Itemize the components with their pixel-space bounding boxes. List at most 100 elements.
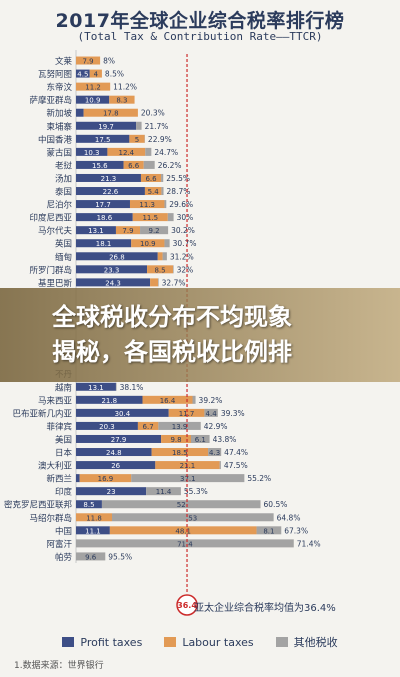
total-label: 30.2% — [171, 226, 195, 235]
bar-segment — [76, 434, 162, 443]
bar-segment — [76, 226, 116, 235]
category-label: 阿富汗 — [46, 539, 72, 550]
segment-label: 9.2 — [149, 227, 160, 235]
bar-segment — [76, 461, 156, 470]
average-value: 36.4 — [177, 601, 197, 610]
bar-segment — [140, 173, 162, 182]
bar-segment — [76, 513, 112, 522]
bar-segment — [76, 474, 80, 483]
category-label: 马绍尔群岛 — [29, 513, 72, 524]
segment-label: 48.1 — [175, 527, 191, 535]
bar-segment — [172, 265, 174, 274]
segment-label: 12.4 — [119, 149, 135, 157]
bar-segment — [161, 187, 164, 196]
bar-segment — [158, 278, 159, 287]
data-source: 1.数据来源：世界银行 — [14, 661, 104, 671]
category-label: 中国 — [55, 526, 72, 537]
total-label: 30% — [177, 213, 194, 222]
segment-label: 26 — [111, 462, 120, 470]
bar-segment — [161, 173, 164, 182]
bar-segment — [192, 395, 196, 404]
segment-label: 5 — [135, 136, 139, 144]
segment-label: 4.4 — [206, 410, 218, 418]
segment-label: 5.4 — [148, 188, 160, 196]
segment-label: 8.5 — [83, 501, 94, 509]
total-label: 42.9% — [204, 422, 228, 431]
category-label: 所罗门群岛 — [29, 265, 72, 276]
category-label: 帕劳 — [55, 552, 72, 563]
total-label: 39.2% — [199, 396, 223, 405]
average-annotation: 亚太企业综合税率均值为36.4% — [194, 603, 336, 614]
category-label: 中国香港 — [38, 134, 73, 145]
category-label: 汤加 — [55, 173, 72, 184]
bar-segment — [76, 526, 110, 535]
category-label: 蒙古国 — [46, 147, 72, 158]
legend-labour: Labour taxes — [164, 634, 254, 650]
article-headline-banner — [0, 288, 400, 382]
bar-segment — [115, 382, 117, 391]
total-label: 31.2% — [170, 252, 194, 261]
bar-segment — [76, 408, 169, 417]
bar-segment — [76, 552, 106, 561]
bar-segment — [109, 95, 135, 104]
category-label: 马尔代夫 — [38, 226, 73, 237]
chart-title: 2017年全球企业综合税率排行榜 — [55, 10, 345, 32]
segment-label: 10.3 — [84, 149, 100, 157]
bar-segment — [164, 200, 167, 209]
segment-label: 6.6 — [128, 162, 140, 170]
segment-label: 6.1 — [195, 436, 206, 444]
bar-segment — [131, 474, 245, 483]
bar-segment — [157, 252, 163, 261]
category-label: 巴布亚新几内亚 — [12, 408, 72, 419]
category-label: 尼泊尔 — [46, 200, 72, 211]
bar-segment — [150, 278, 159, 287]
segment-label: 7.9 — [122, 227, 133, 235]
segment-label: 18.1 — [96, 240, 112, 248]
segment-label: 9.8 — [170, 436, 181, 444]
legend-profit: Profit taxes — [62, 634, 142, 650]
segment-label: 23.3 — [104, 266, 120, 274]
bar-segment — [76, 147, 108, 156]
segment-label: 11.7 — [179, 410, 195, 418]
headline-line-2: 揭秘，各国税收比例排 — [52, 338, 292, 366]
bar-segment — [76, 421, 138, 430]
bar-segment — [76, 278, 151, 287]
segment-label: 7.9 — [82, 58, 93, 66]
bar-segment — [76, 239, 132, 248]
bar-segment — [144, 187, 162, 196]
bar-segment — [146, 487, 181, 496]
segment-label: 15.6 — [92, 162, 108, 170]
segment-label: 8.1 — [263, 527, 274, 535]
segment-label: 11.8 — [86, 514, 102, 522]
bar-segment — [76, 134, 130, 143]
segment-label: 8.5 — [154, 266, 165, 274]
total-label: 47.5% — [224, 461, 248, 470]
segment-label: 21.8 — [101, 397, 117, 405]
segment-label: 24.8 — [106, 449, 122, 457]
total-label: 32% — [177, 265, 194, 274]
segment-label: 11.1 — [85, 527, 101, 535]
total-label: 22.9% — [148, 135, 172, 144]
category-label: 瓦努阿图 — [38, 69, 72, 80]
bar-segment — [83, 108, 138, 117]
bar-segment — [76, 56, 101, 65]
total-label: 20.3% — [141, 109, 165, 118]
category-label: 美国 — [55, 434, 72, 445]
bar-segment — [136, 121, 142, 130]
segment-label: 13.9 — [172, 423, 188, 431]
bar-segment — [137, 421, 159, 430]
segment-label: 11.4 — [156, 488, 172, 496]
bar-segment — [89, 69, 102, 78]
legend-other: 其他税收 — [275, 634, 338, 650]
total-label: 21.7% — [145, 122, 169, 131]
bar-segment — [208, 448, 222, 457]
segment-label: 18.5 — [172, 449, 188, 457]
bar-segment — [129, 200, 165, 209]
segment-label: 53 — [188, 514, 197, 522]
bar-segment — [76, 187, 145, 196]
article-headline: 全球税收分布不均现象 揭秘，各国税收比例排 — [0, 300, 400, 370]
total-label: 60.5% — [264, 500, 288, 509]
category-label: 新加坡 — [46, 108, 72, 119]
bar-segment — [123, 160, 144, 169]
